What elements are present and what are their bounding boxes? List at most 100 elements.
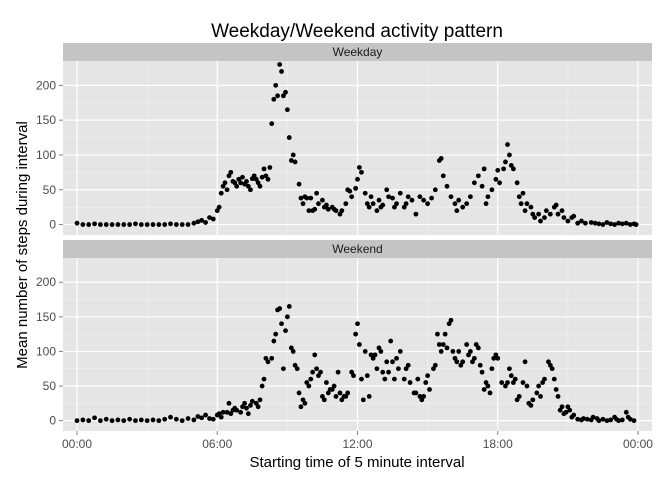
data-point: [263, 173, 269, 179]
data-point: [240, 174, 245, 180]
data-point: [390, 195, 395, 201]
data-point: [168, 414, 173, 420]
data-point: [343, 201, 349, 207]
data-point: [284, 107, 290, 113]
data-point: [228, 169, 234, 175]
data-point: [173, 222, 179, 227]
data-point: [477, 362, 483, 368]
data-point: [308, 376, 314, 382]
y-tick-label: 200: [36, 275, 56, 289]
data-point: [249, 398, 255, 404]
data-point: [575, 220, 581, 226]
data-point: [296, 181, 302, 187]
y-tick-label: 200: [36, 78, 56, 92]
data-point: [407, 380, 413, 385]
data-point: [495, 167, 501, 173]
data-point: [503, 159, 508, 165]
data-point: [248, 187, 253, 193]
data-point: [559, 404, 565, 410]
data-point: [596, 418, 602, 424]
data-point: [444, 183, 450, 189]
data-point: [133, 418, 138, 424]
facet-strip: [63, 43, 652, 61]
data-point: [514, 180, 520, 186]
data-point: [362, 190, 368, 196]
data-point: [378, 349, 384, 354]
x-tick-label: 12:00: [342, 437, 372, 451]
data-point: [528, 402, 534, 408]
data-point: [353, 331, 359, 337]
data-point: [356, 342, 362, 347]
data-point: [275, 93, 280, 99]
data-point: [306, 208, 312, 214]
data-point: [471, 355, 477, 361]
data-point: [168, 221, 173, 227]
data-point: [467, 194, 473, 200]
data-point: [150, 222, 156, 227]
data-point: [600, 416, 606, 422]
data-point: [245, 411, 251, 417]
data-point: [604, 220, 610, 225]
data-point: [623, 409, 629, 415]
x-tick-label: 00:00: [623, 437, 653, 451]
data-point: [382, 376, 388, 382]
data-point: [222, 180, 228, 186]
data-point: [503, 383, 508, 389]
data-point: [448, 317, 454, 323]
data-point: [115, 417, 121, 423]
data-point: [397, 190, 403, 196]
data-point: [440, 173, 446, 179]
data-point: [456, 197, 462, 203]
data-point: [380, 369, 386, 375]
data-point: [397, 349, 403, 354]
data-point: [464, 201, 470, 207]
data-point: [579, 218, 584, 224]
data-point: [156, 222, 162, 227]
data-point: [619, 221, 625, 227]
data-point: [281, 366, 286, 372]
data-point: [584, 416, 590, 422]
data-point: [440, 342, 446, 347]
data-point: [195, 414, 201, 419]
data-point: [281, 93, 286, 99]
data-point: [185, 222, 191, 227]
data-point: [497, 180, 503, 186]
data-point: [242, 400, 248, 406]
y-tick-label: 100: [36, 148, 56, 162]
data-point: [505, 380, 510, 385]
data-point: [333, 208, 339, 214]
data-point: [501, 166, 506, 172]
data-point: [604, 418, 610, 424]
data-point: [127, 222, 133, 227]
data-point: [507, 152, 512, 158]
data-point: [284, 314, 290, 320]
panel-weekday: Weekday 0 50 100 150 200: [36, 43, 652, 235]
data-point: [413, 390, 419, 396]
data-point: [255, 404, 261, 410]
x-tick-label: 00:00: [62, 437, 92, 451]
data-point: [351, 373, 356, 379]
data-point: [454, 359, 460, 365]
data-point: [571, 412, 577, 418]
data-point: [224, 409, 230, 415]
chart-title: Weekday/Weekend activity pattern: [211, 21, 503, 42]
data-point: [312, 352, 318, 358]
data-point: [421, 197, 427, 203]
data-point: [565, 218, 571, 224]
data-point: [425, 201, 431, 207]
data-point: [538, 394, 543, 399]
data-point: [156, 418, 162, 424]
data-point: [555, 211, 561, 217]
data-point: [115, 222, 121, 227]
data-point: [405, 194, 411, 200]
data-point: [121, 222, 127, 227]
data-point: [179, 418, 185, 424]
data-point: [318, 369, 323, 375]
data-point: [409, 197, 415, 203]
data-point: [337, 390, 343, 396]
data-point: [251, 173, 257, 179]
data-point: [304, 195, 310, 201]
data-point: [386, 369, 391, 375]
data-point: [374, 366, 380, 372]
